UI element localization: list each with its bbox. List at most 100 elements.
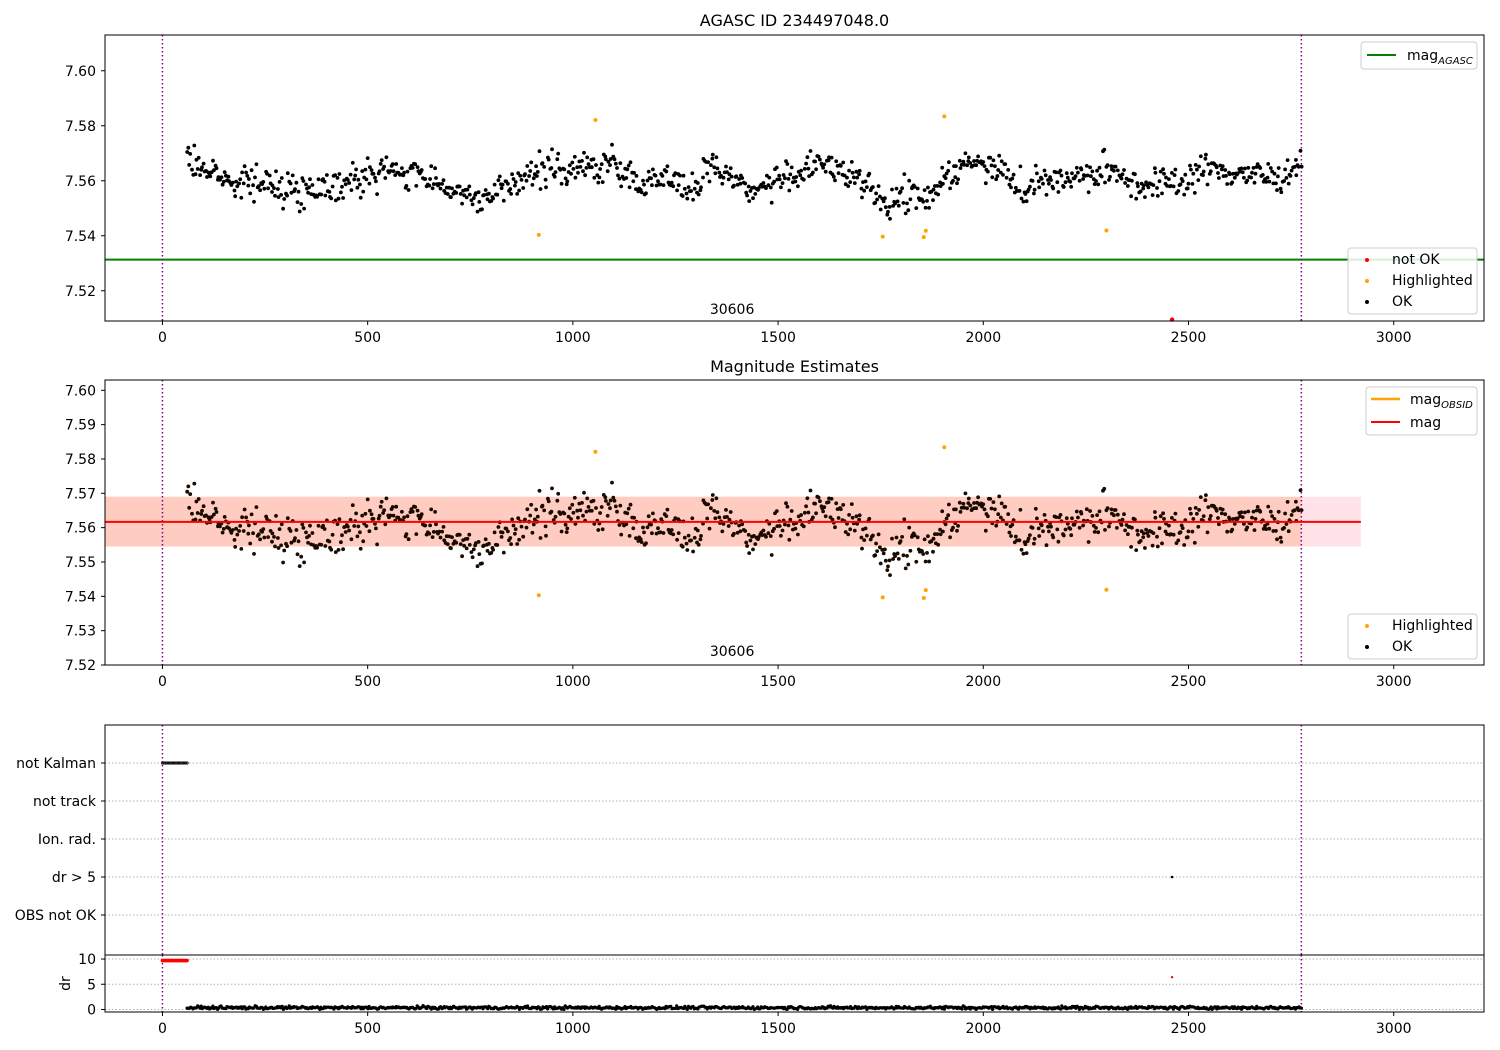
ok-point — [513, 531, 517, 536]
ok-point — [854, 169, 859, 174]
ok-point — [852, 528, 857, 533]
ok-point — [1258, 166, 1263, 170]
ok-point — [333, 550, 338, 554]
dr-not-ok-point — [185, 958, 189, 963]
ok-point — [753, 542, 758, 546]
ok-point — [769, 200, 774, 205]
ok-point — [527, 174, 531, 178]
ok-point — [1092, 530, 1097, 534]
ok-point — [1267, 526, 1272, 531]
ok-point — [850, 515, 855, 520]
ok-point — [814, 511, 818, 516]
ok-point — [369, 512, 374, 517]
ok-point — [1141, 183, 1146, 188]
ok-point — [1292, 165, 1297, 169]
ok-point — [1107, 524, 1111, 529]
ok-point — [316, 177, 321, 182]
ok-point — [460, 201, 464, 206]
ok-point — [343, 182, 348, 187]
ok-point — [1086, 190, 1091, 195]
ok-point — [237, 529, 242, 533]
ok-point — [480, 207, 484, 212]
ok-point — [774, 165, 779, 170]
ok-point — [501, 550, 506, 555]
ok-point — [445, 192, 450, 196]
ok-point — [1126, 184, 1130, 188]
ok-point — [462, 543, 466, 548]
ok-point — [258, 537, 262, 542]
ok-point — [251, 531, 256, 536]
ok-point — [566, 514, 571, 519]
ok-point — [798, 173, 803, 178]
ok-point — [1250, 170, 1254, 175]
ok-point — [1119, 523, 1124, 527]
ok-point — [628, 502, 633, 507]
ok-point — [1023, 542, 1028, 547]
ok-point — [518, 173, 523, 178]
ok-point — [874, 191, 878, 196]
ok-point — [429, 507, 434, 512]
ok-point — [570, 502, 575, 507]
ok-point — [873, 200, 878, 205]
dr-ok-point — [675, 1004, 679, 1008]
ok-point — [1158, 514, 1163, 519]
ok-point — [1046, 524, 1050, 529]
ok-point — [1285, 500, 1290, 504]
ok-point — [535, 514, 540, 519]
ok-point — [767, 175, 772, 180]
ok-point — [404, 184, 409, 188]
legend-not-ok-swatch — [1365, 258, 1369, 262]
ok-point — [1021, 199, 1026, 204]
ok-point-group — [185, 142, 1304, 221]
ok-point — [1059, 173, 1064, 178]
ok-point — [1094, 179, 1098, 183]
ok-point — [1242, 175, 1246, 180]
ok-point — [252, 199, 256, 204]
ok-point — [1153, 170, 1158, 175]
ok-point — [1141, 535, 1146, 540]
ok-point — [485, 549, 490, 553]
ok-point — [388, 513, 393, 518]
ok-point — [935, 184, 940, 188]
panel-2-xtick-label: 0 — [158, 674, 167, 690]
ok-point — [885, 568, 890, 572]
ok-point — [562, 511, 567, 516]
ok-point — [878, 545, 882, 550]
ok-point — [871, 185, 875, 189]
ok-point — [368, 508, 372, 513]
ok-point — [270, 539, 274, 544]
ok-point — [410, 166, 415, 170]
ok-point — [631, 179, 636, 184]
ok-point — [710, 493, 715, 497]
ok-point — [1274, 529, 1278, 533]
ok-point — [285, 544, 289, 549]
ok-point — [806, 166, 811, 171]
ok-point — [813, 501, 817, 506]
ok-point — [586, 505, 591, 509]
ok-point — [1135, 181, 1140, 186]
ok-point — [986, 169, 990, 174]
ok-point — [947, 502, 951, 507]
ok-point — [559, 181, 564, 186]
ok-point — [991, 158, 996, 163]
panel-2-ytick-label: 7.57 — [65, 486, 96, 502]
ok-point — [1097, 165, 1102, 170]
ok-point — [419, 168, 424, 172]
legend-mag-label: mag — [1410, 415, 1441, 431]
dr-ok-point — [673, 1006, 678, 1010]
ok-point — [1130, 178, 1134, 183]
ok-point — [982, 164, 987, 169]
ok-point — [605, 513, 610, 518]
ok-point — [729, 174, 734, 179]
ok-point — [833, 178, 837, 183]
ok-point — [464, 195, 469, 200]
ok-point — [295, 552, 300, 557]
ok-point — [787, 537, 792, 542]
ok-point — [1268, 509, 1273, 514]
ok-point — [786, 177, 791, 181]
ok-point — [508, 187, 513, 191]
ok-point — [589, 508, 594, 513]
ok-point — [698, 188, 703, 193]
ok-point — [929, 539, 934, 544]
ok-point — [863, 179, 868, 184]
